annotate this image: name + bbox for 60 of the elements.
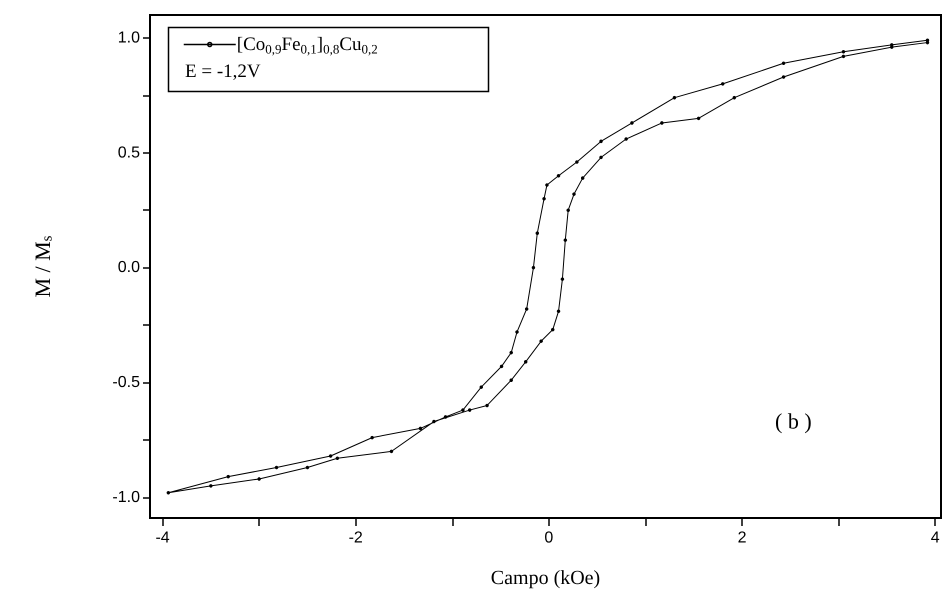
point — [624, 137, 628, 141]
x-tick-label: 2 — [738, 530, 747, 546]
point — [306, 466, 310, 470]
point — [536, 231, 540, 235]
point — [572, 192, 576, 196]
point — [500, 364, 504, 368]
point — [539, 339, 543, 343]
point — [468, 408, 472, 412]
annotation: ( b ) — [775, 408, 812, 434]
y-tick-label: 1.0 — [118, 29, 140, 46]
point — [550, 328, 554, 332]
y-tick-label: -0.5 — [112, 374, 140, 391]
point — [328, 454, 332, 458]
y-axis-title: M / Ms — [30, 235, 56, 298]
point — [370, 436, 374, 440]
point — [720, 82, 724, 86]
point — [390, 450, 394, 454]
y-tick-label: 0.0 — [118, 259, 140, 276]
point — [630, 121, 634, 125]
point — [672, 96, 676, 100]
point — [575, 160, 579, 164]
point — [336, 456, 340, 460]
point — [532, 266, 536, 270]
point — [580, 176, 584, 180]
x-tick-label: -2 — [348, 530, 363, 546]
point — [599, 140, 603, 144]
point — [432, 420, 436, 424]
point — [732, 96, 736, 100]
point — [509, 350, 513, 354]
point — [599, 156, 603, 160]
point — [564, 238, 568, 242]
point — [842, 54, 846, 58]
point — [461, 408, 465, 412]
y-tick-label: 0.5 — [118, 144, 140, 162]
point — [485, 404, 489, 408]
point — [542, 196, 546, 200]
x-tick-label: 4 — [930, 530, 940, 546]
point — [524, 360, 528, 364]
point — [696, 116, 700, 120]
point — [560, 277, 564, 281]
point — [209, 484, 213, 488]
point — [480, 385, 484, 389]
y-tick-label: -1.0 — [112, 488, 140, 506]
point — [556, 174, 560, 178]
point — [782, 61, 786, 65]
x-axis-title: Campo (kOe) — [490, 567, 600, 589]
point — [509, 378, 513, 382]
point — [566, 208, 570, 212]
annotation: E = -1,2V — [185, 61, 261, 82]
point — [842, 50, 846, 54]
point — [418, 426, 422, 430]
point — [524, 307, 528, 311]
point — [660, 121, 664, 125]
point — [166, 490, 170, 494]
point — [545, 183, 549, 187]
point — [226, 474, 230, 478]
x-tick-label: -4 — [155, 530, 170, 546]
x-tick-label: 0 — [544, 530, 554, 546]
point — [556, 310, 560, 314]
point — [257, 477, 261, 481]
